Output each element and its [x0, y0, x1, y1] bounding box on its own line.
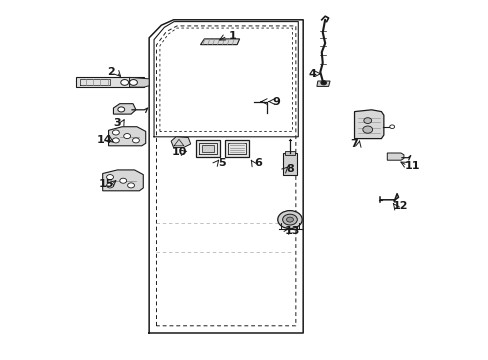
Circle shape: [389, 125, 394, 129]
Polygon shape: [108, 127, 145, 146]
Circle shape: [320, 81, 326, 85]
Polygon shape: [202, 145, 214, 152]
Polygon shape: [102, 170, 143, 191]
Circle shape: [118, 107, 124, 112]
Circle shape: [120, 178, 126, 183]
Polygon shape: [316, 81, 329, 86]
Text: 8: 8: [286, 164, 294, 174]
Polygon shape: [386, 153, 403, 160]
Polygon shape: [129, 77, 149, 87]
Circle shape: [112, 130, 119, 135]
Circle shape: [121, 80, 128, 85]
Circle shape: [129, 80, 137, 85]
Polygon shape: [284, 151, 295, 155]
Polygon shape: [354, 110, 383, 139]
Text: 9: 9: [272, 96, 280, 107]
Polygon shape: [171, 137, 190, 148]
Circle shape: [127, 183, 134, 188]
Text: 14: 14: [97, 135, 112, 145]
Text: 15: 15: [99, 179, 114, 189]
Text: 7: 7: [349, 139, 357, 149]
Text: 6: 6: [253, 158, 261, 168]
Polygon shape: [224, 140, 249, 157]
Polygon shape: [76, 77, 144, 87]
Text: 11: 11: [404, 161, 419, 171]
Text: 10: 10: [171, 147, 186, 157]
Polygon shape: [113, 104, 136, 114]
Text: 12: 12: [391, 201, 407, 211]
Text: 2: 2: [107, 67, 115, 77]
Circle shape: [363, 118, 371, 123]
Circle shape: [132, 138, 139, 143]
Text: 4: 4: [307, 69, 315, 79]
Circle shape: [112, 138, 119, 143]
Text: 3: 3: [113, 118, 121, 128]
Polygon shape: [195, 140, 220, 157]
Circle shape: [123, 134, 130, 139]
Circle shape: [282, 214, 297, 225]
Polygon shape: [200, 39, 239, 45]
Polygon shape: [282, 153, 297, 175]
Circle shape: [106, 183, 113, 188]
Text: 13: 13: [284, 226, 300, 236]
Circle shape: [106, 175, 113, 180]
Circle shape: [277, 211, 302, 229]
Text: 5: 5: [217, 158, 225, 168]
Circle shape: [362, 126, 372, 133]
Text: 1: 1: [228, 31, 236, 41]
Circle shape: [286, 217, 293, 222]
